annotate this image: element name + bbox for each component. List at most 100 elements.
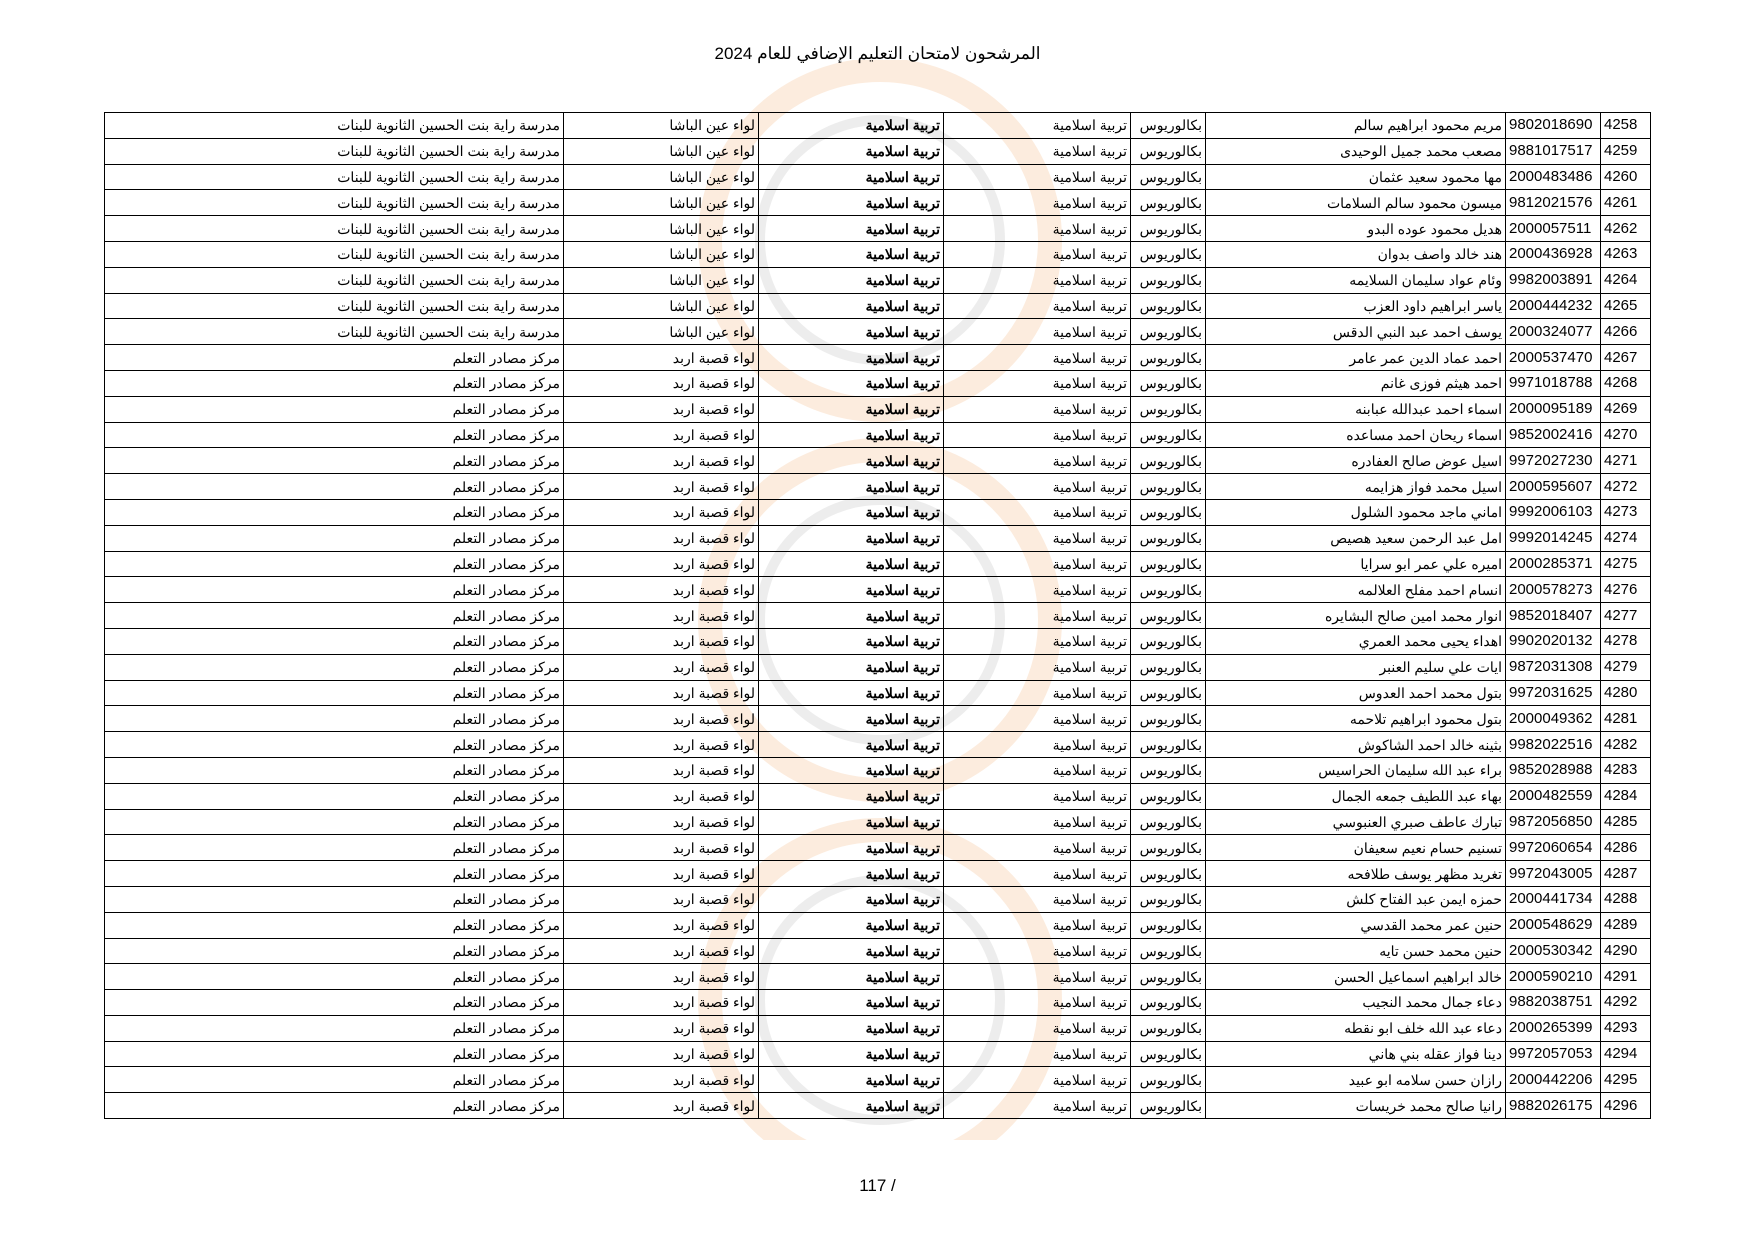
subject-cell: تربية اسلامية xyxy=(758,885,944,913)
serial-cell: 4259 xyxy=(1600,137,1651,165)
subject-cell: تربية اسلامية xyxy=(758,602,944,629)
serial-cell: 4294 xyxy=(1600,1040,1651,1068)
degree-cell: بكالوريوس xyxy=(1130,395,1206,423)
table-row: 4285 9872056850 تبارك عاطف صبري العنبوسي بك… xyxy=(104,808,1651,836)
specialization-cell: تربية اسلامية xyxy=(943,112,1131,139)
nid-cell: 2000265399 xyxy=(1505,1014,1601,1042)
nid-cell: 2000095189 xyxy=(1505,395,1601,423)
name-cell: هديل محمود عوده البدو xyxy=(1205,215,1506,242)
directorate-cell: لواء قصبة اربد xyxy=(563,834,759,862)
subject-cell: تربية اسلامية xyxy=(758,731,944,758)
serial-cell: 4287 xyxy=(1600,860,1651,887)
school-cell: مركز مصادر التعلم xyxy=(104,550,564,578)
table-row: 4291 2000590210 خالد ابراهيم اسماعيل الحسن… xyxy=(104,963,1651,991)
serial-cell: 4264 xyxy=(1600,266,1651,294)
school-cell: مركز مصادر التعلم xyxy=(104,756,564,784)
specialization-cell: تربية اسلامية xyxy=(943,1092,1131,1120)
school-cell: مركز مصادر التعلم xyxy=(104,653,564,681)
page-number: 117 / xyxy=(859,1176,896,1195)
directorate-cell: لواء قصبة اربد xyxy=(563,602,759,629)
directorate-cell: لواء عين الباشا xyxy=(563,163,759,191)
school-cell: مركز مصادر التعلم xyxy=(104,808,564,836)
subject-cell: تربية اسلامية xyxy=(758,137,944,165)
directorate-cell: لواء قصبة اربد xyxy=(563,989,759,1016)
specialization-cell: تربية اسلامية xyxy=(943,1040,1131,1068)
nid-cell: 9872031308 xyxy=(1505,653,1601,681)
table-row: 4278 9902020132 اهداء يحيى محمد العمري بكال… xyxy=(104,627,1651,655)
table-row: 4290 2000530342 حنين محمد حسن تايه بكالوريو… xyxy=(104,937,1651,965)
name-cell: دعاء جمال محمد النجيب xyxy=(1205,989,1506,1016)
name-cell: اميره علي عمر ابو سرايا xyxy=(1205,550,1506,578)
directorate-cell: لواء قصبة اربد xyxy=(563,885,759,913)
subject-cell: تربية اسلامية xyxy=(758,1014,944,1042)
directorate-cell: لواء قصبة اربد xyxy=(563,679,759,707)
subject-cell: تربية اسلامية xyxy=(758,215,944,242)
table-row: 4293 2000265399 دعاء عبد الله خلف ابو نقطه… xyxy=(104,1014,1651,1042)
nid-cell: 2000590210 xyxy=(1505,963,1601,991)
subject-cell: تربية اسلامية xyxy=(758,963,944,991)
nid-cell: 2000285371 xyxy=(1505,550,1601,578)
degree-cell: بكالوريوس xyxy=(1130,627,1206,655)
degree-cell: بكالوريوس xyxy=(1130,602,1206,629)
degree-cell: بكالوريوس xyxy=(1130,860,1206,887)
table-row: 4267 2000537470 احمد عماد الدين عمر عامر بك… xyxy=(104,344,1651,371)
serial-cell: 4277 xyxy=(1600,602,1651,629)
subject-cell: تربية اسلامية xyxy=(758,937,944,965)
name-cell: اسماء ريحان احمد مساعده xyxy=(1205,421,1506,449)
table-row: 4284 2000482559 بهاء عبد اللطيف جمعه الجما… xyxy=(104,782,1651,810)
directorate-cell: لواء قصبة اربد xyxy=(563,937,759,965)
school-cell: مركز مصادر التعلم xyxy=(104,344,564,371)
directorate-cell: لواء قصبة اربد xyxy=(563,550,759,578)
nid-cell: 2000441734 xyxy=(1505,885,1601,913)
directorate-cell: لواء عين الباشا xyxy=(563,292,759,320)
nid-cell: 9812021576 xyxy=(1505,189,1601,217)
table-row: 4271 9972027230 اسيل عوض صالح العفادره بكال… xyxy=(104,447,1651,475)
candidates-table: 4258 9802018690 مريم محمود ابراهيم سالم بكا… xyxy=(104,112,1651,1120)
degree-cell: بكالوريوس xyxy=(1130,318,1206,346)
directorate-cell: لواء قصبة اربد xyxy=(563,344,759,371)
serial-cell: 4282 xyxy=(1600,731,1651,758)
school-cell: مركز مصادر التعلم xyxy=(104,989,564,1016)
school-cell: مركز مصادر التعلم xyxy=(104,963,564,991)
serial-cell: 4265 xyxy=(1600,292,1651,320)
school-cell: مركز مصادر التعلم xyxy=(104,369,564,397)
subject-cell: تربية اسلامية xyxy=(758,782,944,810)
school-cell: مركز مصادر التعلم xyxy=(104,834,564,862)
subject-cell: تربية اسلامية xyxy=(758,808,944,836)
serial-cell: 4270 xyxy=(1600,421,1651,449)
nid-cell: 9852002416 xyxy=(1505,421,1601,449)
serial-cell: 4291 xyxy=(1600,963,1651,991)
table-row: 4275 2000285371 اميره علي عمر ابو سرايا بكا… xyxy=(104,550,1651,578)
name-cell: انوار محمد امين صالح البشايره xyxy=(1205,602,1506,629)
subject-cell: تربية اسلامية xyxy=(758,318,944,346)
serial-cell: 4271 xyxy=(1600,447,1651,475)
subject-cell: تربية اسلامية xyxy=(758,653,944,681)
subject-cell: تربية اسلامية xyxy=(758,240,944,268)
specialization-cell: تربية اسلامية xyxy=(943,240,1131,268)
degree-cell: بكالوريوس xyxy=(1130,240,1206,268)
nid-cell: 2000548629 xyxy=(1505,911,1601,939)
specialization-cell: تربية اسلامية xyxy=(943,447,1131,475)
directorate-cell: لواء قصبة اربد xyxy=(563,576,759,604)
specialization-cell: تربية اسلامية xyxy=(943,731,1131,758)
subject-cell: تربية اسلامية xyxy=(758,911,944,939)
table-row: 4286 9972060654 تسنيم حسام نعيم سعيفان بكال… xyxy=(104,834,1651,862)
directorate-cell: لواء قصبة اربد xyxy=(563,395,759,423)
subject-cell: تربية اسلامية xyxy=(758,576,944,604)
specialization-cell: تربية اسلامية xyxy=(943,369,1131,397)
directorate-cell: لواء عين الباشا xyxy=(563,112,759,139)
name-cell: حنين عمر محمد القدسي xyxy=(1205,911,1506,939)
serial-cell: 4276 xyxy=(1600,576,1651,604)
nid-cell: 9972060654 xyxy=(1505,834,1601,862)
school-cell: مدرسة راية بنت الحسين الثانوية للبنات xyxy=(104,266,564,294)
name-cell: خالد ابراهيم اسماعيل الحسن xyxy=(1205,963,1506,991)
degree-cell: بكالوريوس xyxy=(1130,576,1206,604)
subject-cell: تربية اسلامية xyxy=(758,627,944,655)
degree-cell: بكالوريوس xyxy=(1130,1092,1206,1120)
nid-cell: 2000537470 xyxy=(1505,344,1601,371)
subject-cell: تربية اسلامية xyxy=(758,705,944,733)
serial-cell: 4260 xyxy=(1600,163,1651,191)
serial-cell: 4295 xyxy=(1600,1066,1651,1094)
nid-cell: 9852028988 xyxy=(1505,756,1601,784)
table-row: 4270 9852002416 اسماء ريحان احمد مساعده بكا… xyxy=(104,421,1651,449)
